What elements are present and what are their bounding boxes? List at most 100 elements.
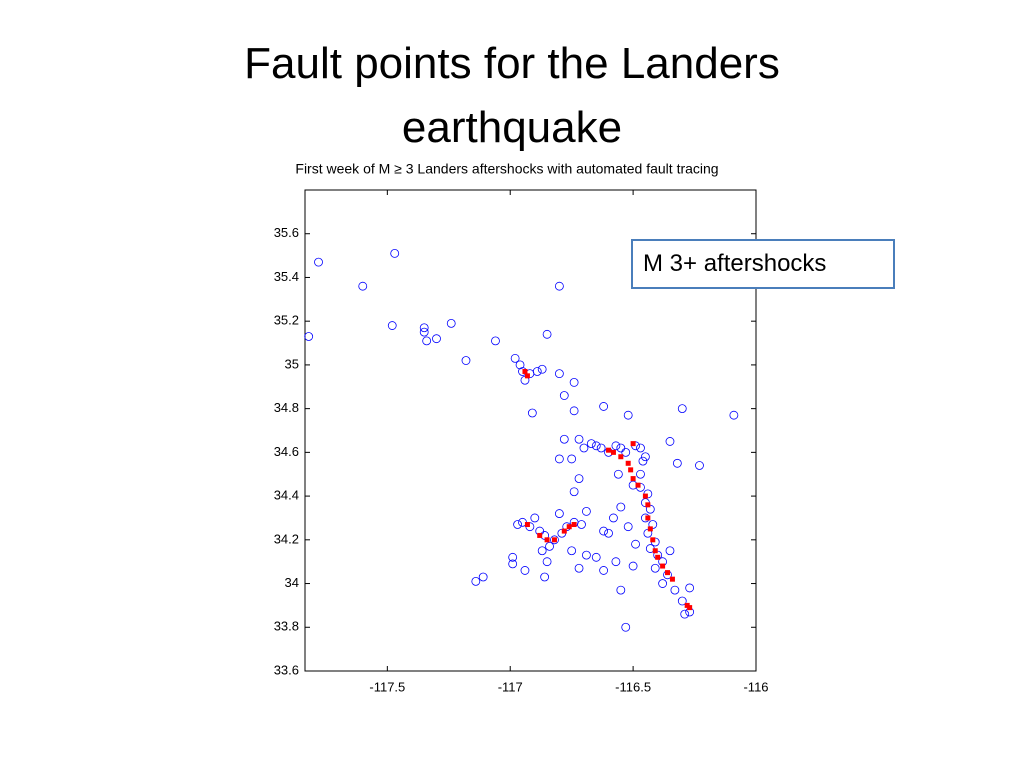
fault-point (642, 493, 648, 499)
fault-point (630, 476, 636, 482)
aftershock (672, 458, 682, 468)
y-tick-label: 33.8 (274, 619, 299, 634)
aftershock (537, 546, 547, 556)
aftershock (582, 506, 591, 516)
aftershock (677, 404, 687, 414)
aftershock (616, 502, 626, 512)
aftershock (567, 546, 577, 556)
aftershock (569, 406, 579, 416)
aftershock (582, 550, 591, 560)
aftershock (530, 513, 540, 523)
aftershock (314, 257, 323, 267)
aftershock (508, 552, 518, 562)
aftershock (623, 522, 633, 532)
fault-point (551, 537, 557, 543)
aftershock (638, 456, 648, 466)
fault-point (660, 563, 666, 569)
aftershock (596, 443, 606, 453)
y-tick-label: 35.4 (274, 269, 299, 284)
fault-point (655, 554, 661, 560)
aftershock (461, 356, 471, 365)
aftershock (611, 557, 621, 567)
annotation: M 3+ aftershocks (631, 239, 895, 289)
aftershock (567, 454, 577, 464)
aftershock (554, 509, 564, 518)
x-tick-label: -116.5 (615, 679, 651, 694)
fault-point (544, 537, 550, 543)
aftershock (695, 461, 704, 470)
fault-point (628, 467, 634, 473)
fault-point (665, 570, 671, 576)
y-tick-label: 35 (285, 356, 299, 371)
aftershock (613, 469, 623, 479)
aftershock (510, 353, 520, 363)
y-tick-label: 34.6 (274, 444, 299, 459)
aftershock (586, 439, 596, 449)
fault-point (571, 522, 577, 528)
aftershock (574, 434, 584, 444)
aftershock (650, 563, 660, 573)
aftershock (554, 454, 564, 464)
aftershock (513, 520, 522, 529)
aftershock (574, 563, 584, 573)
y-tick-label: 34 (285, 575, 299, 590)
aftershock (432, 334, 441, 344)
aftershock (422, 336, 432, 346)
aftershock (419, 323, 429, 333)
aftershock (609, 513, 618, 523)
aftershock (685, 583, 695, 593)
slide-title: Fault points for the Landers earthquake (244, 39, 780, 152)
aftershock (574, 474, 584, 484)
aftershock (515, 360, 525, 370)
aftershock (569, 487, 579, 497)
fault-point (610, 449, 616, 455)
x-tick-label: -117 (498, 679, 523, 694)
aftershock (616, 443, 626, 453)
aftershock (577, 520, 586, 529)
aftershock (680, 609, 690, 619)
aftershock (665, 546, 675, 556)
aftershock (591, 552, 601, 562)
aftershock (599, 526, 609, 536)
fault-point (618, 454, 624, 460)
aftershock (545, 541, 554, 551)
aftershock (419, 327, 429, 337)
aftershock (471, 576, 481, 586)
aftershock (628, 561, 638, 571)
fault-point (635, 482, 641, 488)
aftershock (540, 572, 550, 582)
aftershock (677, 596, 687, 606)
fault-point (524, 373, 530, 379)
fault-point (645, 502, 651, 508)
fault-point (647, 526, 653, 532)
aftershock (554, 281, 564, 291)
fault-point (537, 532, 543, 538)
fault-point (566, 524, 572, 530)
aftershock (636, 443, 645, 453)
aftershock (532, 367, 542, 376)
aftershock (641, 452, 650, 462)
fault-point (652, 548, 658, 554)
aftershock (599, 566, 609, 575)
plot-frame (304, 189, 757, 672)
aftershock (520, 566, 530, 575)
fault-point (625, 460, 631, 466)
aftershock (491, 336, 500, 346)
y-tick-label: 34.8 (274, 400, 299, 415)
fault-point (650, 537, 656, 543)
fault-point (524, 522, 530, 528)
aftershock (390, 249, 400, 258)
fault-point (630, 441, 636, 447)
aftershock (569, 377, 579, 387)
aftershock (537, 364, 547, 374)
y-tick-label: 34.2 (274, 531, 299, 546)
y-tick-label: 34.4 (274, 488, 299, 503)
y-tick-label: 35.2 (274, 313, 299, 328)
aftershock (658, 579, 668, 588)
aftershock (636, 469, 645, 479)
aftershock (631, 539, 640, 549)
aftershock (387, 321, 397, 330)
aftershock (579, 443, 589, 453)
